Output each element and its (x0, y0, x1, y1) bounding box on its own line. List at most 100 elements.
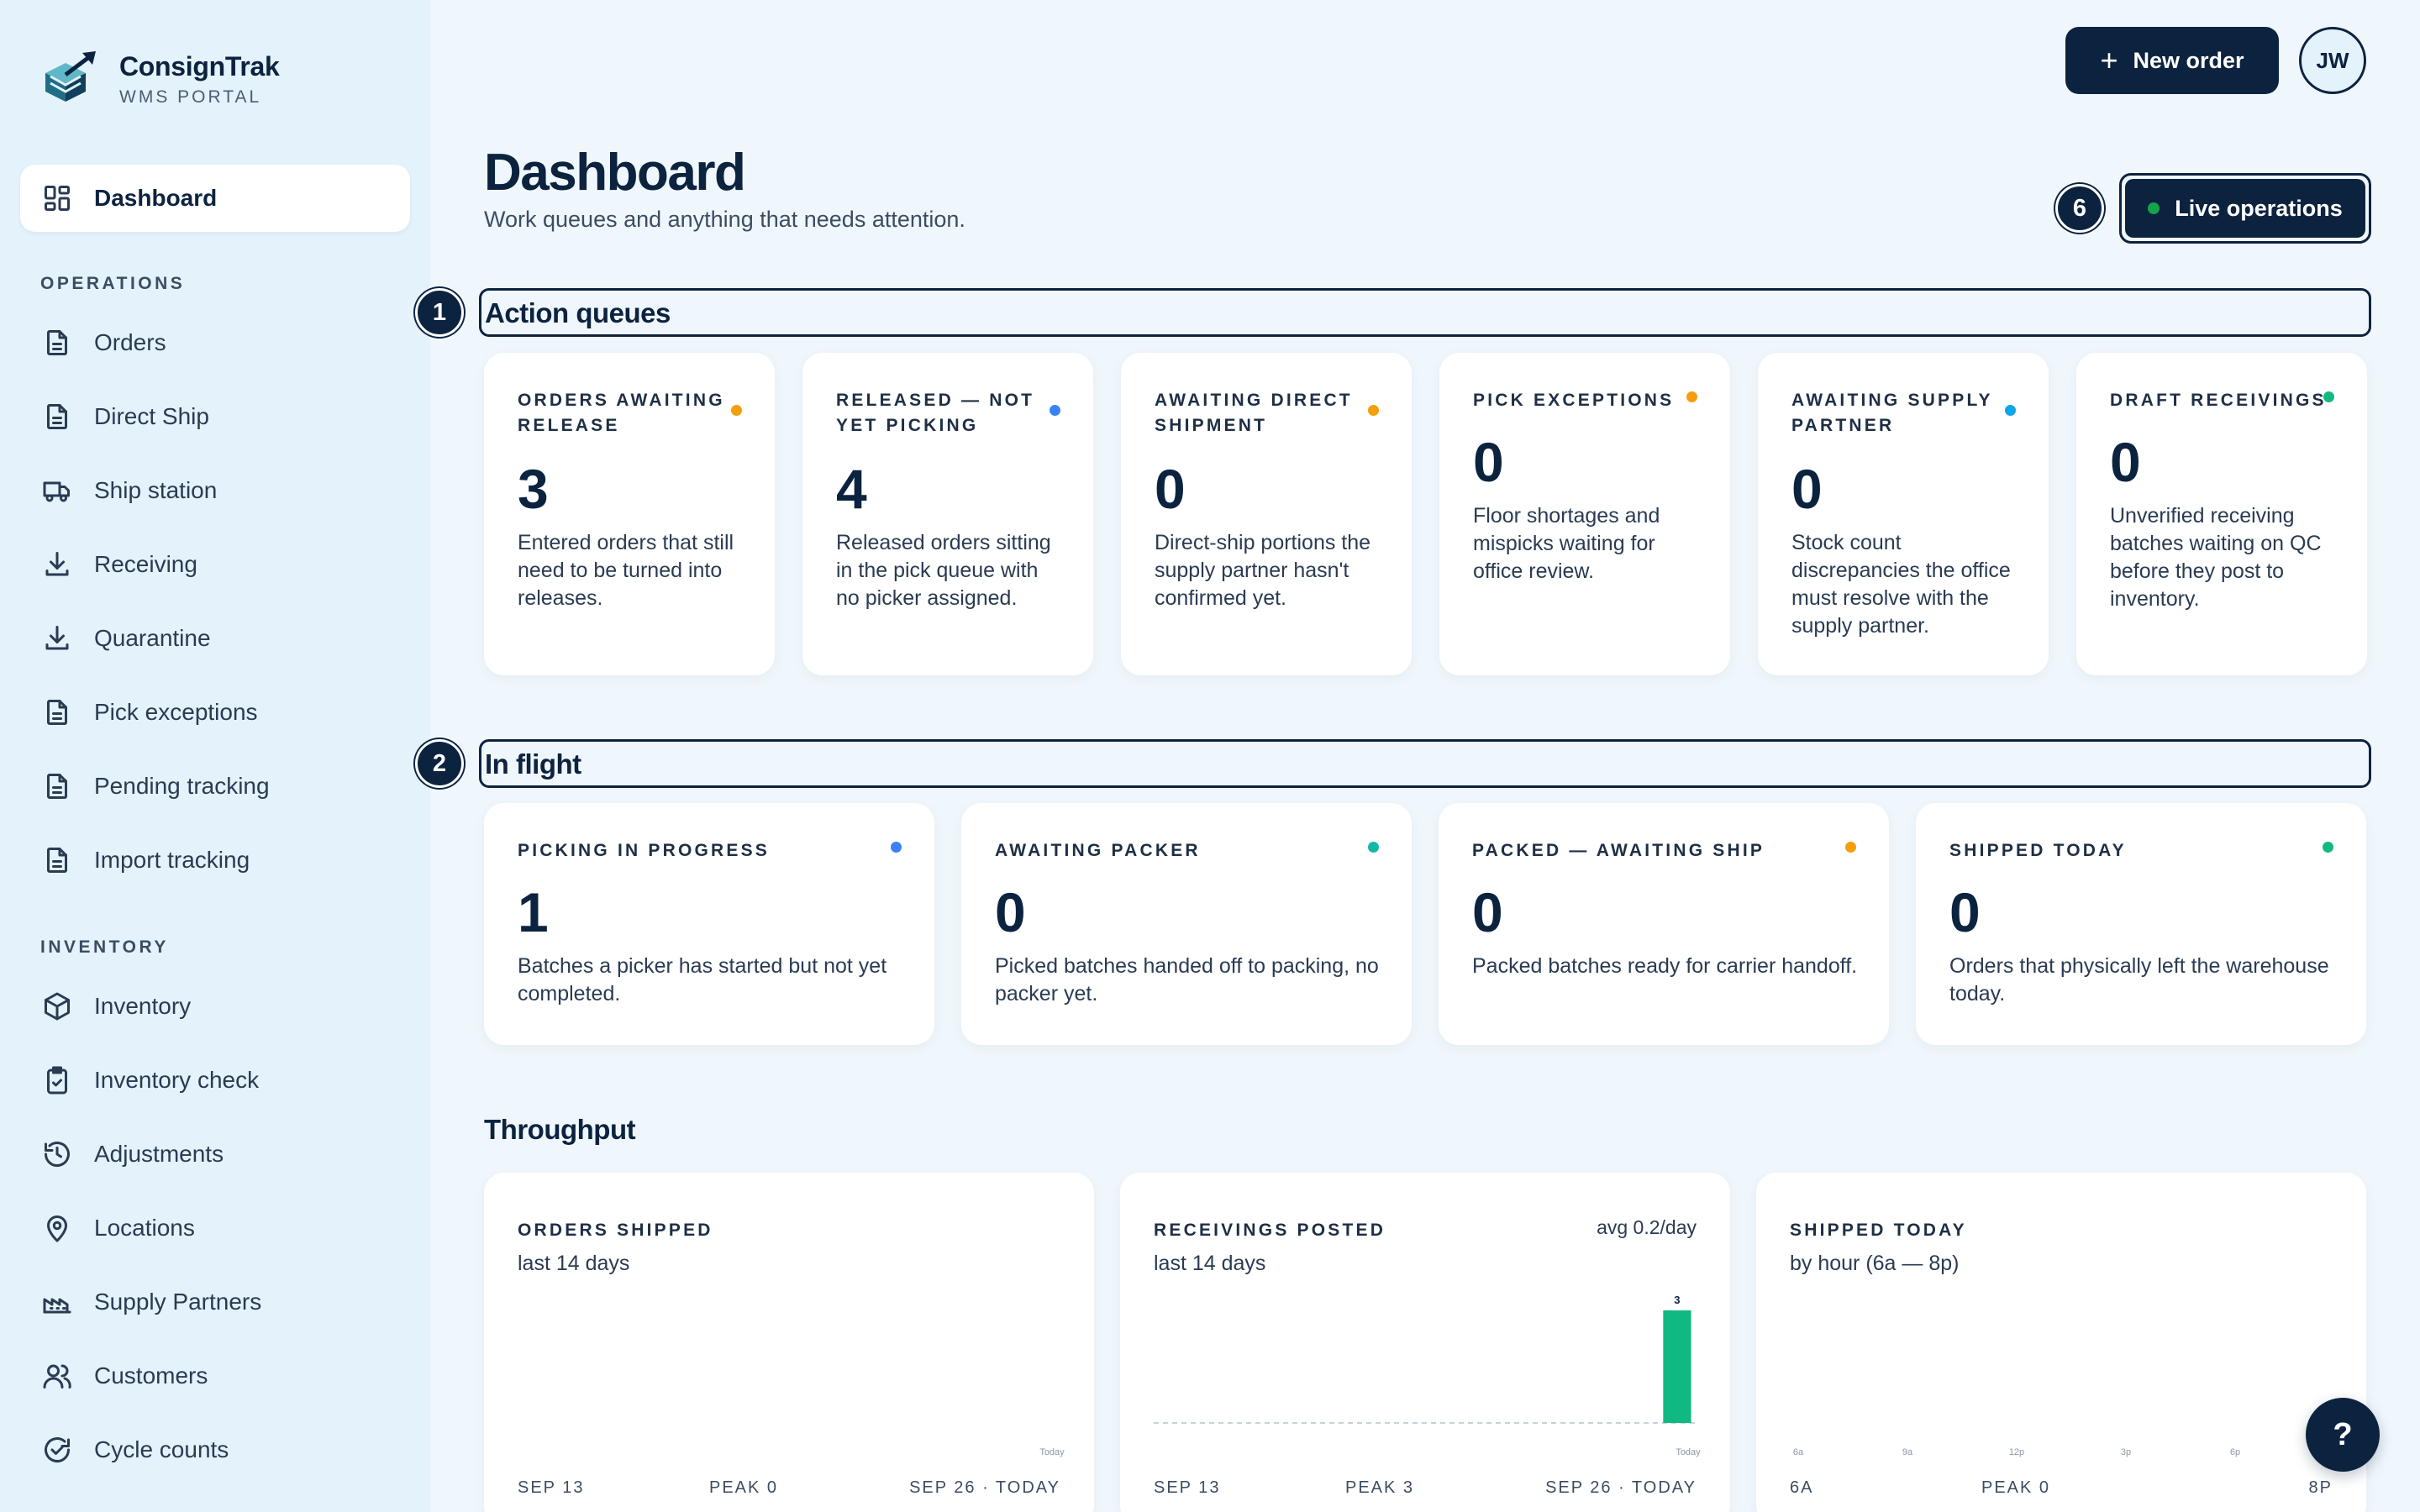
sidebar-item-label: Direct Ship (94, 403, 209, 429)
sidebar-item-ship-station[interactable]: Ship station (20, 457, 410, 524)
card-label: ORDERS SHIPPED (518, 1221, 713, 1240)
in-flight-card[interactable]: SHIPPED TODAY 0 Orders that physically lef… (1916, 803, 2366, 1045)
card-label: DRAFT RECEIVINGS (2110, 391, 2327, 410)
status-dot-icon (2005, 405, 2016, 416)
refresh-check-icon (40, 1433, 74, 1467)
avatar[interactable]: JW (2299, 27, 2366, 94)
new-order-button[interactable]: + New order (2065, 27, 2279, 94)
sidebar-item-label: Supply Partners (94, 1289, 262, 1315)
throughput-title: Throughput (484, 1114, 636, 1145)
sidebar-item-label: Inventory check (94, 1067, 260, 1093)
card-label: RELEASED — NOT YET PICKING (836, 391, 1035, 435)
factory-icon (40, 1285, 74, 1319)
annotation-badge-live: 6 (2055, 184, 2104, 233)
card-description: Stock count discrepancies the office mus… (1791, 531, 2011, 638)
axis-footer-label: SEP 26 · TODAY (1545, 1478, 1697, 1497)
sidebar-item-customers[interactable]: Customers (20, 1342, 410, 1410)
card-label: AWAITING SUPPLY PARTNER (1791, 391, 1993, 435)
card-label: RECEIVINGS POSTED (1154, 1221, 1386, 1240)
sidebar-item-label: Locations (94, 1215, 195, 1241)
sidebar-item-quarantine[interactable]: Quarantine (20, 605, 410, 672)
sidebar-item-inventory[interactable]: Inventory (20, 973, 410, 1040)
card-value: 0 (995, 881, 1026, 943)
live-operations-button[interactable]: Live operations (2125, 179, 2365, 238)
card-value: 0 (1949, 881, 1981, 943)
in-flight-card[interactable]: AWAITING PACKER 0 Picked batches handed of… (961, 803, 1412, 1045)
sidebar-item-import-tracking[interactable]: Import tracking (20, 827, 410, 894)
card-value: 0 (1791, 458, 1823, 520)
throughput-card: SHIPPED TODAY by hour (6a — 8p) (1756, 1173, 2366, 1512)
sidebar-item-supply-partners[interactable]: Supply Partners (20, 1268, 410, 1336)
in-flight-card[interactable]: PICKING IN PROGRESS 1 Batches a picker has… (484, 803, 934, 1045)
status-dot-icon (2323, 842, 2333, 853)
clipboard-check-icon (40, 1063, 74, 1097)
in-flight-card[interactable]: PACKED — AWAITING SHIP 0 Packed batches re… (1439, 803, 1889, 1045)
tick-label: 12p (2009, 1447, 2024, 1457)
card-value: 1 (518, 881, 549, 943)
sidebar-item-direct-ship[interactable]: Direct Ship (20, 383, 410, 450)
status-dot-icon (1050, 405, 1060, 416)
card-subtitle: by hour (6a — 8p) (1790, 1252, 1960, 1275)
card-label: SHIPPED TODAY (1790, 1221, 1967, 1240)
action-queue-card[interactable]: PICK EXCEPTIONS 0 Floor shortages and misp… (1439, 353, 1730, 675)
sidebar-item-label: Ship station (94, 477, 218, 503)
brand-name: ConsignTrak (119, 50, 280, 81)
action-queue-card[interactable]: RELEASED — NOT YET PICKING 4 Released orde… (802, 353, 1093, 675)
live-operations-label: Live operations (2175, 195, 2343, 221)
new-order-label: New order (2133, 47, 2244, 73)
page-subtitle: Work queues and anything that needs atte… (484, 207, 965, 232)
help-button[interactable]: ? (2306, 1398, 2380, 1472)
sidebar-item-pick-exceptions[interactable]: Pick exceptions (20, 679, 410, 746)
status-dot-icon (2323, 391, 2334, 402)
card-value: 0 (1155, 458, 1186, 520)
section-title: In flight (485, 748, 581, 780)
live-operations-highlight: Live operations (2119, 173, 2371, 244)
card-description: Orders that physically left the warehous… (1949, 954, 2329, 1005)
users-icon (40, 1359, 74, 1393)
axis-footer-label: SEP 26 · TODAY (909, 1478, 1060, 1497)
sidebar-item-label: Pick exceptions (94, 699, 258, 725)
sidebar-item-label: Import tracking (94, 847, 250, 873)
status-dot-icon (1368, 405, 1379, 416)
card-description: Released orders sitting in the pick queu… (836, 531, 1051, 610)
card-value: 4 (836, 458, 867, 520)
card-label: SHIPPED TODAY (1949, 841, 2127, 860)
download-icon (40, 548, 74, 581)
tick-label: 3p (2121, 1447, 2131, 1457)
sidebar-item-receiving[interactable]: Receiving (20, 531, 410, 598)
tick-label: Today (1676, 1447, 1701, 1457)
card-description: Unverified receiving batches waiting on … (2110, 504, 2322, 611)
card-description: Floor shortages and mispicks waiting for… (1473, 504, 1660, 583)
card-label: AWAITING DIRECT SHIPMENT (1155, 391, 1353, 435)
brand[interactable]: ConsignTrak WMS PORTAL (40, 45, 280, 113)
sidebar-item-adjustments[interactable]: Adjustments (20, 1121, 410, 1188)
axis-footer-label: SEP 13 (518, 1478, 585, 1497)
status-dot-icon (891, 842, 902, 853)
document-icon (40, 326, 74, 360)
sidebar-item-orders[interactable]: Orders (20, 309, 410, 376)
sidebar-item-inventory-check[interactable]: Inventory check (20, 1047, 410, 1114)
sidebar-item-label: Pending tracking (94, 773, 270, 799)
action-queue-card[interactable]: DRAFT RECEIVINGS 0 Unverified receiving ba… (2076, 353, 2367, 675)
truck-icon (40, 474, 74, 507)
download-icon (40, 622, 74, 655)
sidebar-item-locations[interactable]: Locations (20, 1194, 410, 1262)
sidebar-item-dashboard[interactable]: Dashboard (20, 165, 410, 232)
document-icon (40, 769, 74, 803)
box-icon (40, 990, 74, 1023)
sidebar-item-pending-tracking[interactable]: Pending tracking (20, 753, 410, 820)
axis-footer-label: PEAK 0 (709, 1478, 779, 1497)
section-title: Action queues (485, 297, 671, 328)
action-queue-card[interactable]: AWAITING SUPPLY PARTNER 0 Stock count disc… (1758, 353, 2049, 675)
sidebar-item-cycle-counts[interactable]: Cycle counts (20, 1416, 410, 1483)
map-pin-icon (40, 1211, 74, 1245)
axis-footer-label: 8P (2308, 1478, 2333, 1497)
action-queue-card[interactable]: ORDERS AWAITING RELEASE 3 Entered orders t… (484, 353, 775, 675)
consigntrak-logo-icon (45, 51, 96, 102)
sidebar: ConsignTrak WMS PORTAL Dashboard OPERATI… (0, 0, 430, 1512)
annotation-badge-action: 1 (415, 288, 464, 337)
action-queue-card[interactable]: AWAITING DIRECT SHIPMENT 0 Direct-ship por… (1121, 353, 1412, 675)
axis-footer-label: PEAK 0 (1981, 1478, 2051, 1497)
card-value: 0 (1472, 881, 1503, 943)
